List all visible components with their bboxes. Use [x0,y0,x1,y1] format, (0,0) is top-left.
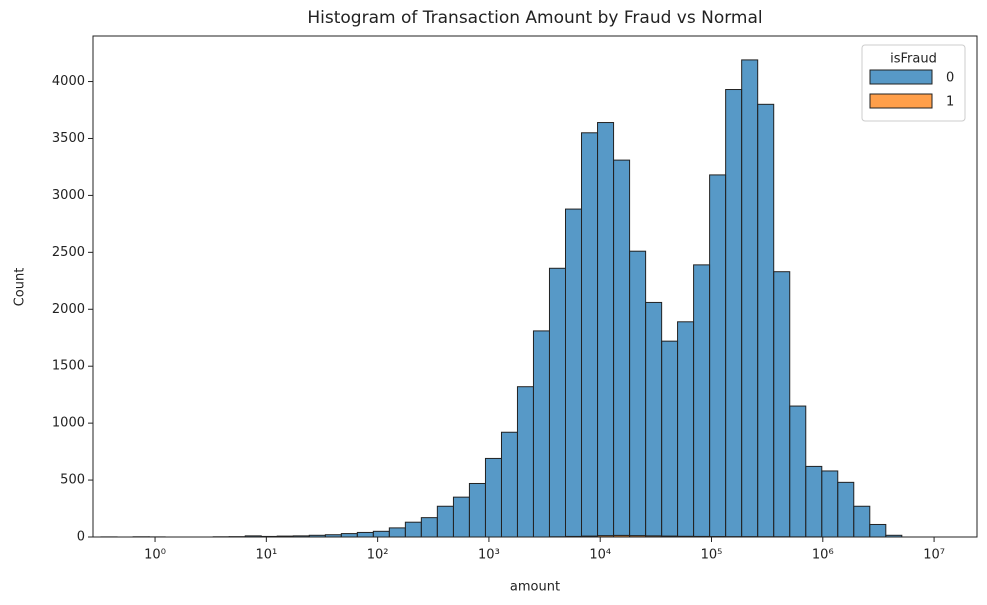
x-tick-label: 10¹ [255,548,277,563]
y-tick-label: 0 [77,530,85,545]
bar [420,517,438,538]
bar [837,481,855,538]
bar [340,533,358,538]
bar [548,267,566,538]
y-tick-label: 2500 [52,245,85,260]
legend-swatch [869,69,933,85]
y-tick-label: 1000 [52,416,85,431]
y-tick-label: 3500 [52,131,85,146]
bar [388,527,406,538]
bar [564,208,583,538]
bar [869,523,887,538]
bar [773,271,791,538]
y-tick-label: 1500 [52,359,85,374]
bar [725,89,743,538]
bar [613,159,631,538]
bar [741,59,759,538]
y-tick-label: 2000 [52,302,85,317]
bar [452,496,470,538]
legend: isFraud 0 1 [861,44,966,122]
y-tick-label: 3000 [52,188,85,203]
bar [436,505,454,538]
legend-title: isFraud [890,52,937,67]
bar [821,470,839,538]
bar [356,531,374,538]
bar [693,264,711,538]
legend-label: 0 [946,71,954,86]
x-tick-label: 10⁵ [701,548,723,563]
bar [853,505,871,538]
x-tick-label: 10⁰ [144,548,166,563]
chart-title: Histogram of Transaction Amount by Fraud… [307,8,762,28]
bar [597,122,615,538]
x-tick-label: 10² [367,548,389,563]
bar [516,386,534,538]
bar [484,457,502,538]
bar [468,482,486,538]
y-axis-label: Count [13,268,28,307]
x-tick-label: 10⁷ [923,548,945,563]
bar [789,405,807,538]
legend-label: 1 [946,95,954,110]
bar [757,103,775,538]
bar [404,521,422,538]
bar [532,330,550,538]
bar [372,530,390,538]
plot-frame [92,35,978,538]
bar [661,340,679,538]
y-tick-label: 500 [60,473,85,488]
bar [581,132,599,538]
bar [677,321,695,538]
legend-swatch [869,93,933,109]
bar [500,431,518,538]
x-tick-label: 10³ [478,548,500,563]
x-axis-label: amount [510,580,560,595]
x-tick-label: 10⁴ [589,548,611,563]
bar [645,301,663,538]
bar [629,250,647,538]
bar [709,174,727,538]
y-tick-label: 4000 [52,74,85,89]
bar [805,465,823,538]
x-tick-label: 10⁶ [812,548,834,563]
